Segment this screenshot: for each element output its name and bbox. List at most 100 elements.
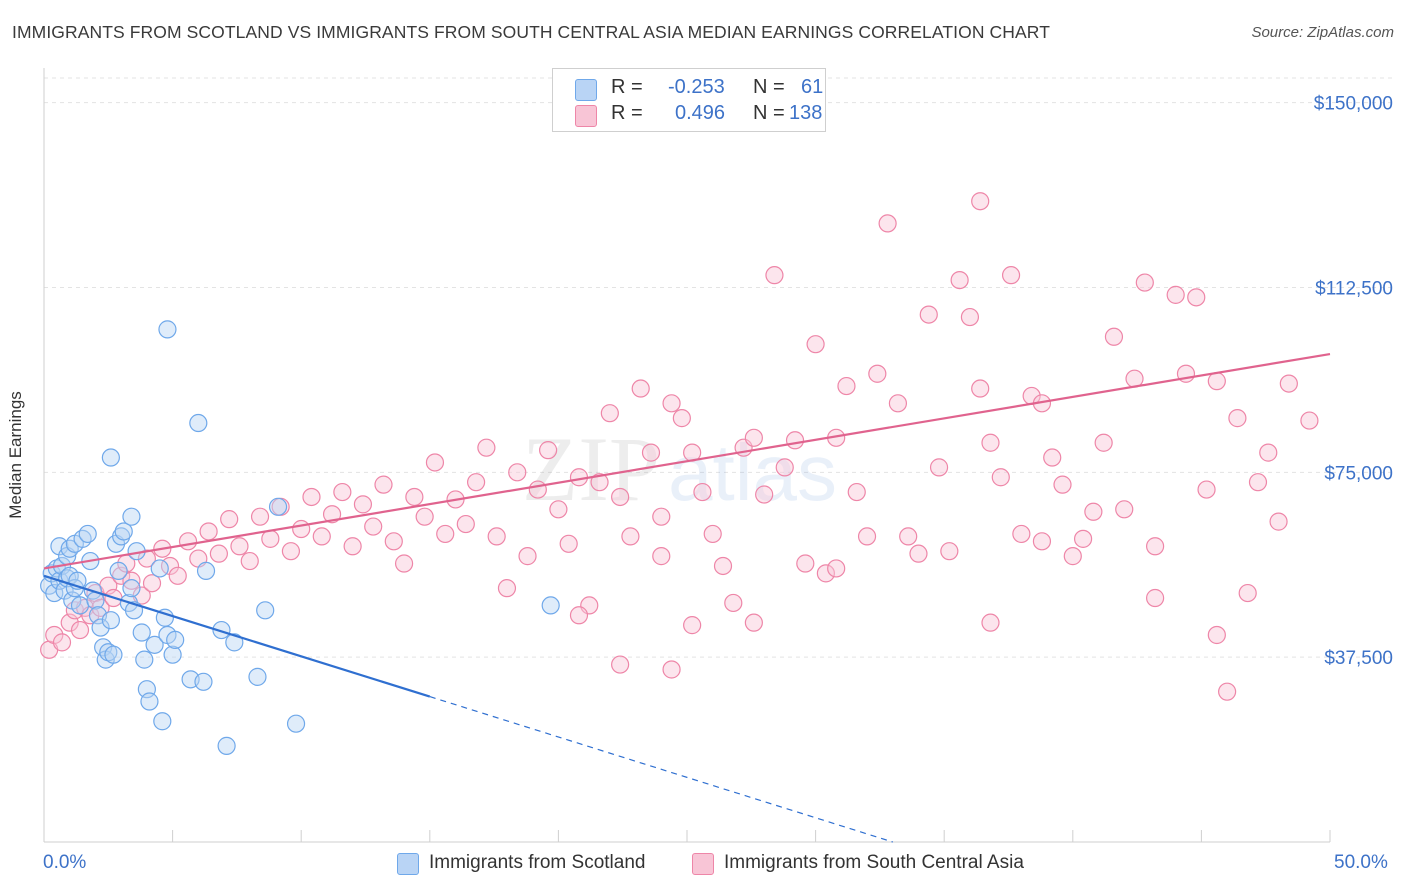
data-point (1279, 374, 1298, 393)
data-point (384, 532, 403, 551)
data-point (1115, 500, 1134, 519)
y-tick-labels: $37,500 $75,000 $112,500 $150,000 (1314, 94, 1393, 670)
data-point (868, 364, 887, 383)
data-point (456, 514, 475, 534)
data-point (196, 561, 216, 581)
data-point (101, 448, 120, 467)
data-point (1300, 411, 1319, 430)
data-point (150, 559, 169, 578)
data-point (569, 606, 589, 625)
data-point (590, 473, 609, 492)
data-point (145, 635, 164, 654)
legend-n-value: 138 (789, 102, 823, 124)
bottom-legend-label-asia: Immigrants from South Central Asia (724, 852, 1024, 873)
data-point (1238, 583, 1257, 603)
data-point (847, 482, 866, 502)
data-point (1032, 532, 1052, 551)
data-point (549, 500, 568, 519)
data-point (302, 487, 321, 507)
data-point (60, 539, 79, 558)
bottom-legend-swatch-asia (692, 853, 714, 875)
y-tick-label: $75,000 (1324, 463, 1393, 484)
data-point (343, 537, 362, 556)
data-point (466, 473, 486, 492)
data-point (909, 544, 928, 563)
trend-line-scotland (43, 574, 431, 698)
trend-line-scotland-extension (429, 696, 893, 843)
data-point (1228, 409, 1247, 428)
data-point (189, 413, 208, 433)
data-point (132, 623, 151, 642)
data-point (45, 625, 64, 645)
data-point (611, 487, 630, 507)
data-point (1001, 266, 1021, 285)
data-point (256, 601, 275, 620)
data-point (292, 519, 311, 539)
data-point (374, 475, 393, 494)
data-point (744, 428, 763, 447)
data-point (1043, 448, 1062, 467)
data-point (209, 544, 228, 563)
legend-n-value: 61 (801, 76, 824, 98)
data-point (101, 611, 120, 630)
data-point (1207, 372, 1226, 391)
data-point (225, 633, 244, 652)
bottom-legend-label-scotland: Immigrants from Scotland (429, 852, 646, 873)
y-tick-label: $37,500 (1324, 648, 1393, 669)
data-point (662, 394, 681, 413)
legend-swatch-asia (575, 105, 597, 127)
data-point (960, 307, 980, 327)
data-point (137, 549, 156, 568)
data-point (991, 468, 1010, 487)
data-point (806, 335, 825, 354)
data-point (52, 633, 72, 652)
trend-lines (43, 352, 1331, 843)
data-point (518, 547, 537, 566)
data-point (1094, 433, 1113, 452)
data-point (333, 482, 352, 502)
data-point (286, 714, 306, 733)
data-point (166, 630, 185, 650)
data-point (436, 524, 455, 544)
data-point (652, 547, 671, 566)
data-point (122, 579, 141, 598)
data-point (693, 482, 712, 502)
axes (43, 68, 1331, 843)
data-point (899, 527, 918, 546)
x-tick-label-min: 0.0% (43, 852, 87, 873)
data-point (178, 532, 198, 551)
data-point (940, 542, 959, 561)
data-point (405, 487, 424, 507)
data-point (1248, 473, 1268, 492)
data-point (70, 620, 90, 640)
data-point (857, 527, 877, 546)
data-point (248, 667, 267, 686)
data-point (744, 613, 763, 632)
data-point (1146, 537, 1165, 556)
data-point (487, 527, 506, 546)
data-point (268, 497, 288, 516)
data-point (1073, 529, 1093, 548)
y-tick-label: $150,000 (1314, 94, 1393, 115)
data-point (122, 571, 141, 590)
data-point (1063, 547, 1082, 566)
legend-r-label: R = (611, 102, 643, 124)
data-point (415, 507, 434, 526)
data-point (796, 554, 815, 573)
x-tick-label-max: 50.0% (1334, 852, 1388, 873)
data-point (539, 441, 558, 460)
data-point (775, 458, 794, 477)
data-point (662, 660, 681, 679)
data-point (70, 596, 90, 615)
data-point (1084, 502, 1103, 521)
data-point (168, 566, 187, 585)
data-point (1197, 480, 1216, 499)
data-point (140, 692, 159, 711)
data-point (1218, 682, 1237, 701)
data-point (78, 524, 97, 544)
data-point (528, 480, 547, 499)
data-point (109, 561, 128, 581)
data-point (1012, 524, 1031, 544)
data-point (981, 613, 1000, 632)
